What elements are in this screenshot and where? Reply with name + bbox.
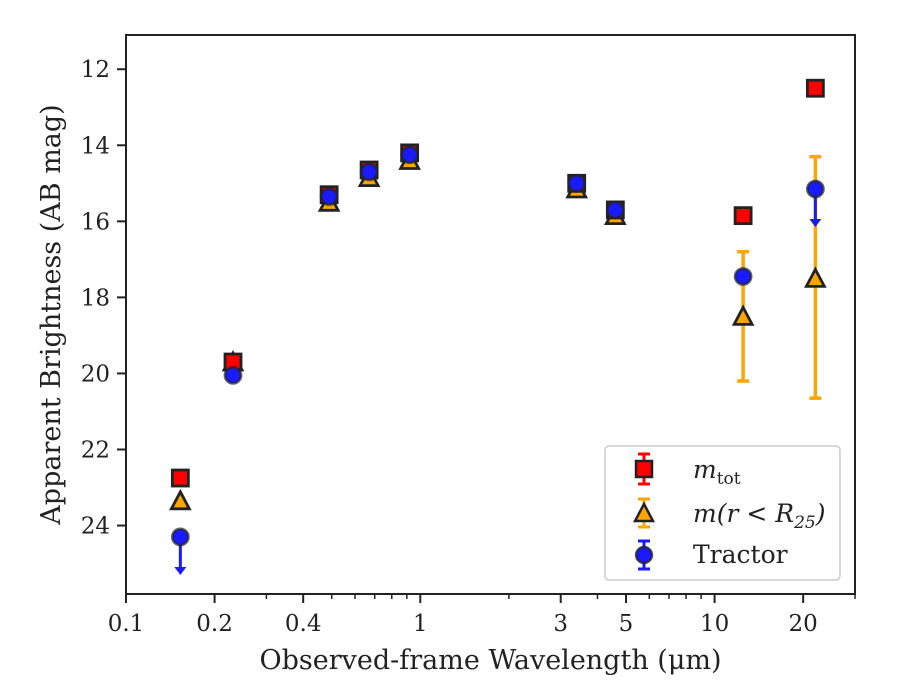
- y-axis-label: Apparent Brightness (AB mag): [36, 104, 67, 525]
- legend-entry-m-tot: mtot: [634, 452, 741, 489]
- triangle-marker: [169, 488, 192, 511]
- legend-label-m-tot: mtot: [693, 455, 741, 489]
- legend-label-tractor: Tractor: [693, 540, 788, 569]
- plot-frame: [125, 34, 856, 595]
- x-tick-label: 5: [619, 611, 634, 637]
- y-tick-label: 16: [81, 209, 110, 235]
- circle-marker: [223, 365, 243, 385]
- y-tick-label: 18: [81, 285, 110, 311]
- circle-marker: [567, 173, 587, 193]
- triangle-marker: [731, 304, 755, 326]
- circle-marker: [805, 179, 825, 199]
- circle-marker: [359, 162, 379, 182]
- square-marker: [805, 78, 825, 98]
- x-tick-label: 1: [413, 611, 428, 637]
- legend: mtot m(r < R25) Tractor: [604, 445, 841, 581]
- legend-triangle-marker: [632, 501, 656, 523]
- legend-square-marker: [634, 459, 654, 479]
- axis-ticks: 0.1 0.2 0.4 1 3 5 10 20 12 14 16 18 20 22 24: [81, 57, 856, 637]
- x-tick-label: 0.4: [285, 611, 322, 637]
- y-tick-label: 22: [81, 437, 110, 463]
- legend-entry-tractor: Tractor: [634, 539, 788, 571]
- x-axis-label: Observed-frame Wavelength (μm): [259, 645, 721, 676]
- x-tick-label: 3: [553, 611, 568, 637]
- legend-box: [604, 445, 841, 581]
- circle-marker: [400, 145, 420, 165]
- square-marker: [733, 206, 753, 226]
- square-marker: [170, 468, 190, 488]
- legend-label-m-r25: m(r < R25): [693, 499, 825, 533]
- upper-limit-arrow: [174, 566, 187, 575]
- upper-limit-arrow: [809, 219, 822, 228]
- x-tick-label: 0.1: [108, 611, 145, 637]
- y-tick-label: 20: [81, 361, 110, 387]
- triangle-marker: [804, 266, 827, 288]
- circle-marker: [170, 527, 190, 547]
- x-tick-label: 0.2: [196, 611, 233, 637]
- y-tick-label: 14: [81, 133, 110, 159]
- legend-entry-m-r25: m(r < R25): [632, 497, 825, 533]
- legend-circle-marker: [634, 545, 654, 565]
- y-tick-label: 12: [81, 57, 110, 83]
- data-markers: [169, 78, 827, 547]
- circle-marker: [605, 200, 625, 220]
- circle-marker: [733, 267, 753, 286]
- circle-marker: [319, 187, 339, 207]
- x-tick-label: 10: [700, 611, 729, 637]
- x-tick-label: 20: [789, 611, 818, 637]
- y-tick-label: 24: [81, 514, 110, 540]
